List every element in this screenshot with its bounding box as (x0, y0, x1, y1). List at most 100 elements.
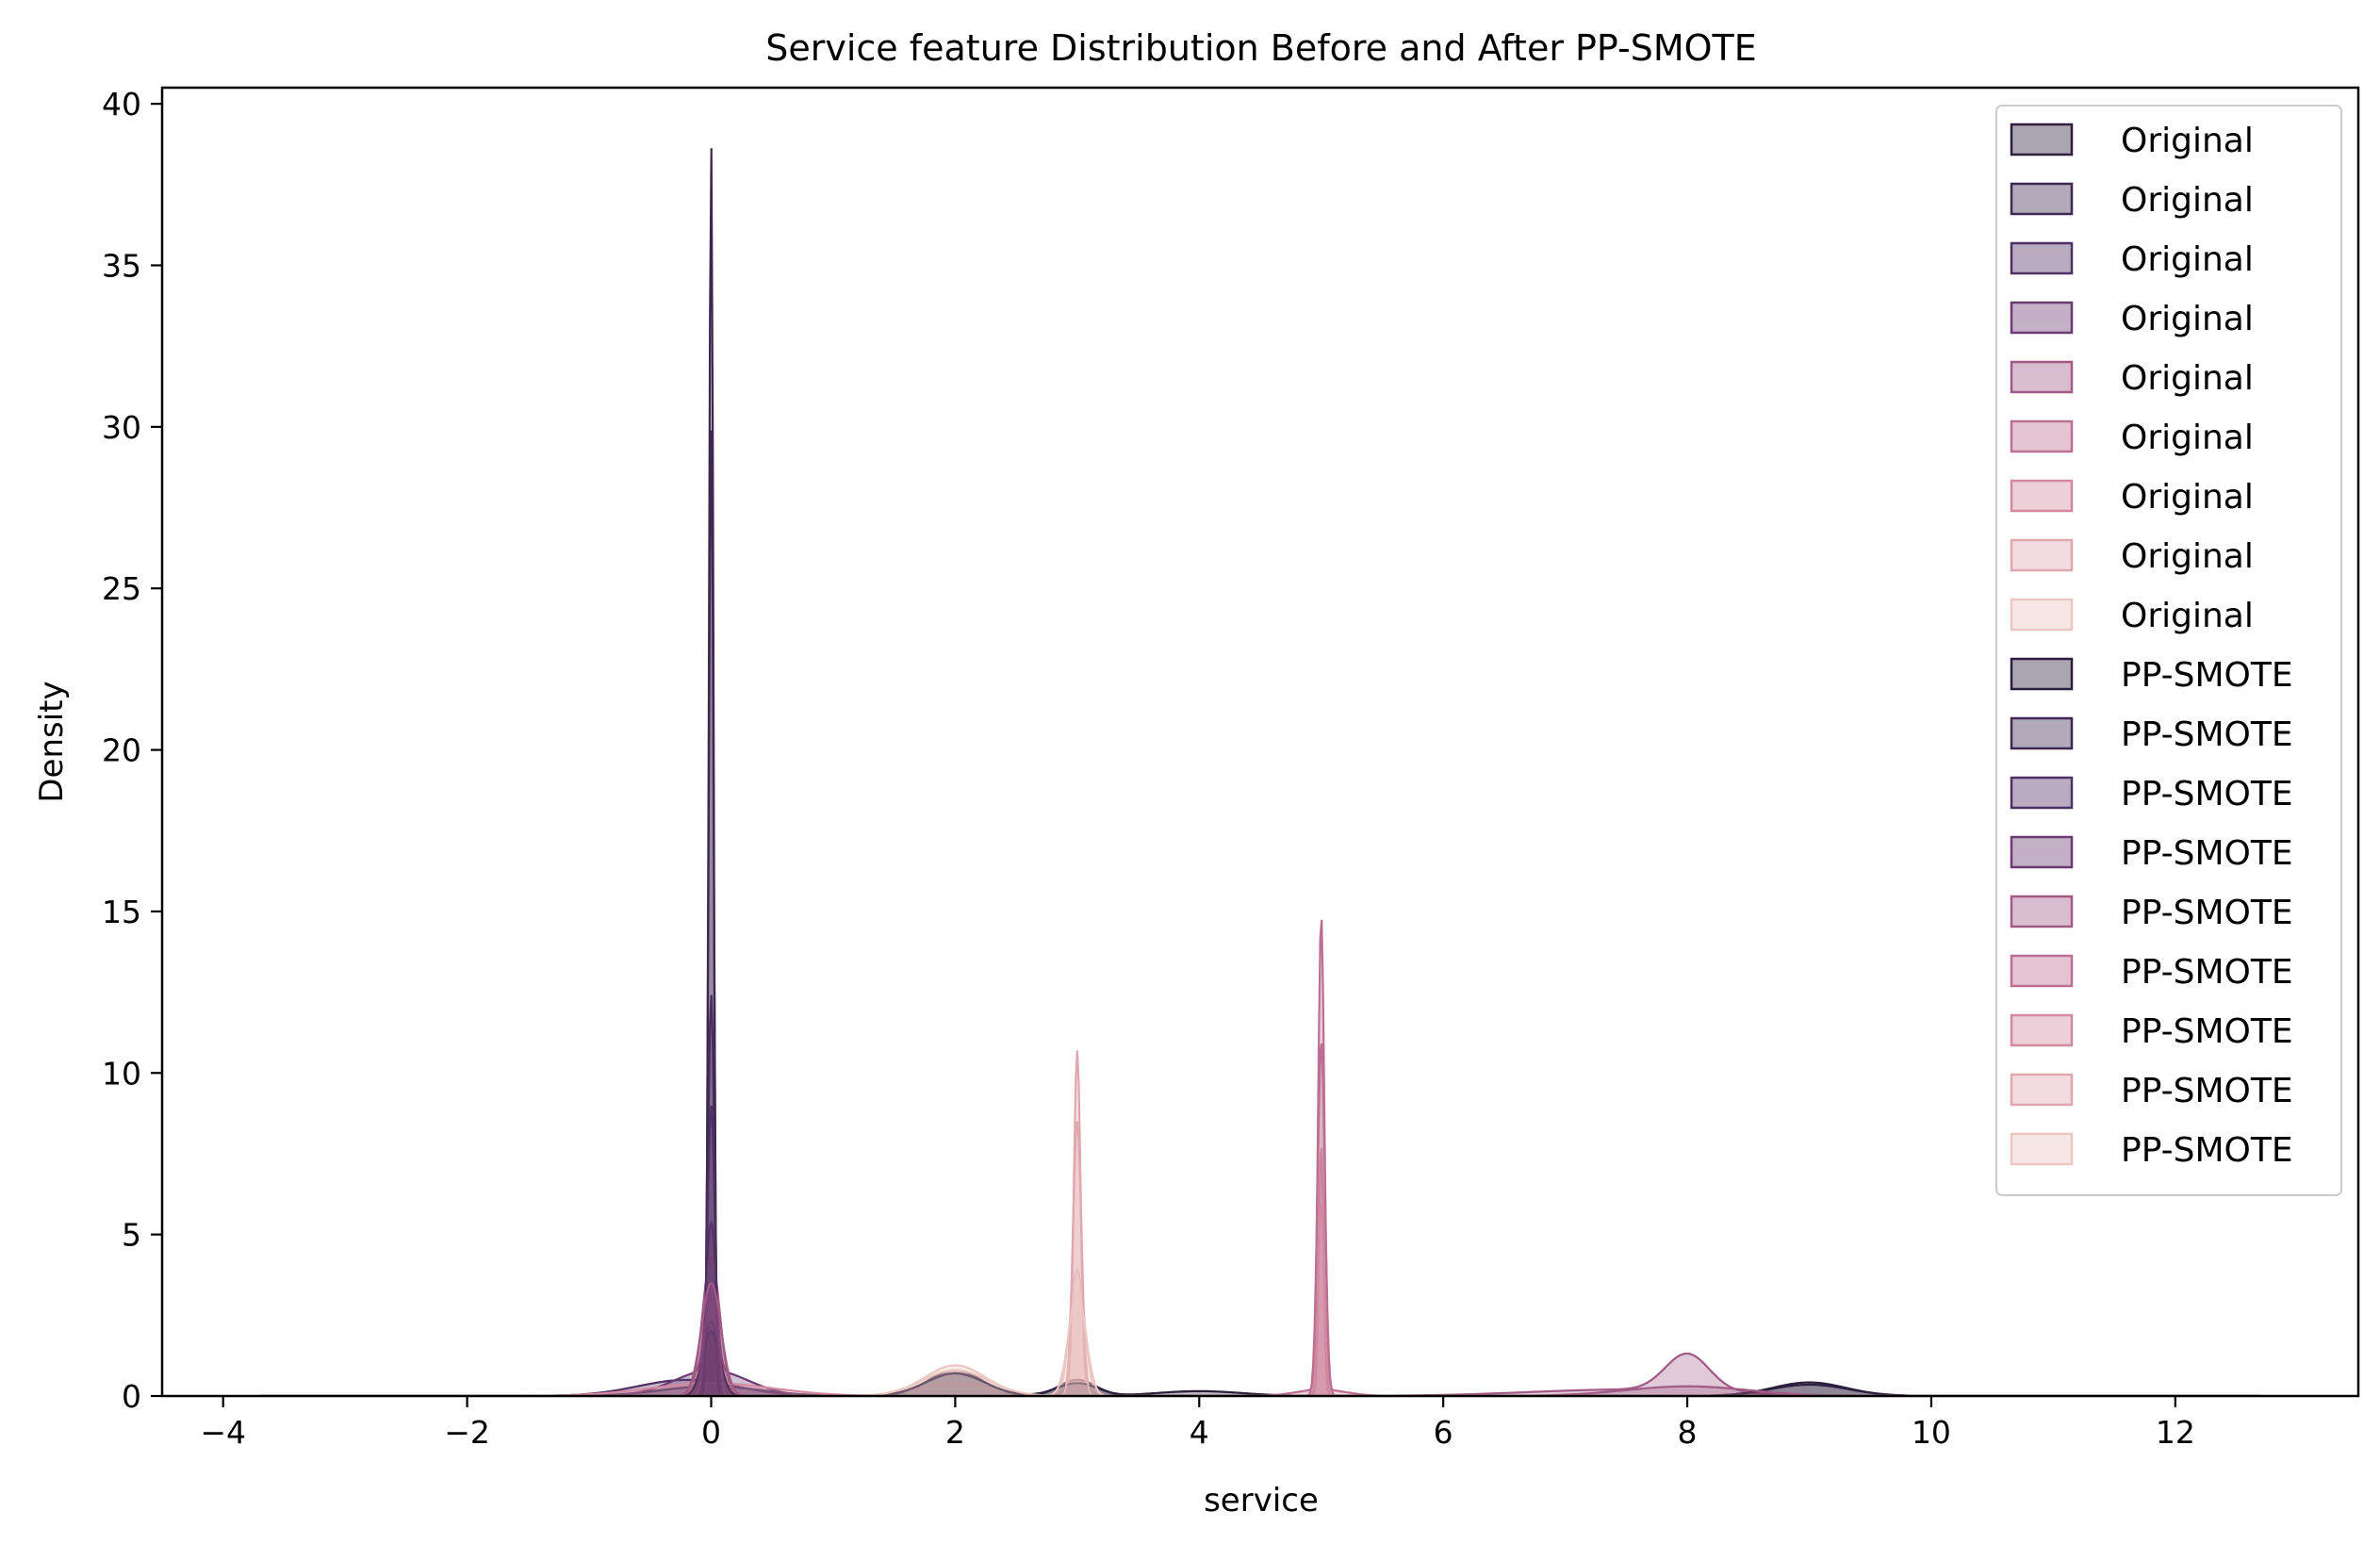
legend-label: PP-SMOTE (2121, 775, 2293, 813)
legend-swatch (2010, 1132, 2074, 1166)
density-series-16 (259, 1204, 2261, 1396)
legend-entry: Original (2010, 537, 2254, 576)
density-series-7 (259, 1148, 2261, 1396)
x-tick-label: 4 (1190, 1414, 1209, 1451)
legend-entry: Original (2010, 181, 2254, 220)
legend-frame (1995, 105, 2342, 1196)
y-tick-label: 15 (102, 894, 141, 930)
legend-swatch (2010, 182, 2074, 216)
density-series-1 (259, 1320, 2261, 1396)
density-series-6 (259, 919, 2261, 1396)
legend-entry: Original (2010, 300, 2254, 338)
legend-label: Original (2121, 597, 2254, 635)
legend-entry: PP-SMOTE (2010, 894, 2293, 932)
density-series-3 (259, 994, 2261, 1396)
y-tick-label: 5 (122, 1217, 141, 1254)
legend-label: PP-SMOTE (2121, 715, 2293, 754)
legend-swatch (2010, 123, 2074, 156)
legend-swatch (2010, 301, 2074, 335)
legend-swatch (2010, 598, 2074, 632)
density-series-5 (259, 1255, 2261, 1396)
legend-label: PP-SMOTE (2121, 656, 2293, 695)
y-tick-label: 30 (102, 409, 141, 446)
legend-entry: PP-SMOTE (2010, 775, 2293, 813)
legend-label: Original (2121, 181, 2254, 220)
legend-entry: Original (2010, 359, 2254, 398)
legend: Original Original Original Original Original… (1995, 105, 2342, 1196)
legend-entry: Original (2010, 122, 2254, 160)
legend-swatch (2010, 716, 2074, 750)
y-tick-label: 0 (122, 1378, 141, 1415)
density-series-4 (259, 1221, 2261, 1396)
density-series-8 (259, 1050, 2261, 1396)
legend-entry: PP-SMOTE (2010, 1131, 2293, 1170)
legend-swatch (2010, 657, 2074, 691)
y-tick-label: 20 (102, 732, 141, 769)
density-series-12 (259, 1105, 2261, 1396)
x-tick-label: −4 (200, 1414, 246, 1451)
legend-label: Original (2121, 537, 2254, 576)
x-tick-label: 0 (701, 1414, 721, 1451)
x-tick-label: −2 (444, 1414, 490, 1451)
legend-swatch (2010, 419, 2074, 453)
y-axis: 0 5 10 15 20 25 30 35 40 (102, 86, 162, 1415)
legend-entry: PP-SMOTE (2010, 656, 2293, 695)
legend-swatch (2010, 954, 2074, 988)
plot-frame (160, 86, 2360, 1398)
x-tick-label: 8 (1678, 1414, 1698, 1451)
legend-swatch (2010, 1013, 2074, 1047)
density-series-15 (259, 1043, 2261, 1396)
legend-label: Original (2121, 122, 2254, 160)
x-axis-label: service (1204, 1482, 1319, 1519)
legend-label: PP-SMOTE (2121, 1012, 2293, 1051)
legend-entry: PP-SMOTE (2010, 715, 2293, 754)
legend-entry: Original (2010, 597, 2254, 635)
chart-title: Service feature Distribution Before and … (765, 27, 1757, 69)
density-series-11 (259, 430, 2261, 1396)
y-tick-label: 10 (102, 1055, 141, 1092)
series-layer (259, 148, 2261, 1396)
legend-entry: Original (2010, 419, 2254, 457)
legend-label: PP-SMOTE (2121, 953, 2293, 992)
legend-swatch (2010, 538, 2074, 572)
legend-swatch (2010, 479, 2074, 513)
legend-swatch (2010, 835, 2074, 869)
y-tick-label: 25 (102, 570, 141, 607)
legend-label: PP-SMOTE (2121, 834, 2293, 873)
density-series-13 (259, 1280, 2261, 1396)
legend-entry: PP-SMOTE (2010, 1012, 2293, 1051)
x-tick-label: 2 (945, 1414, 965, 1451)
y-axis-label: Density (33, 681, 71, 802)
legend-entry: PP-SMOTE (2010, 1072, 2293, 1110)
legend-entry: PP-SMOTE (2010, 834, 2293, 873)
legend-label: PP-SMOTE (2121, 1072, 2293, 1110)
legend-swatch (2010, 776, 2074, 810)
density-series-18 (259, 1290, 2261, 1396)
legend-entry: Original (2010, 240, 2254, 279)
legend-swatch (2010, 1073, 2074, 1107)
legend-swatch (2010, 241, 2074, 275)
legend-label: Original (2121, 240, 2254, 279)
legend-swatch (2010, 360, 2074, 394)
legend-label: Original (2121, 419, 2254, 457)
legend-entry: PP-SMOTE (2010, 953, 2293, 992)
x-tick-label: 12 (2156, 1414, 2195, 1451)
density-series-17 (259, 1121, 2261, 1396)
x-axis: −4 −2 0 2 4 6 8 10 12 (200, 1396, 2195, 1451)
density-series-10 (259, 1330, 2261, 1396)
legend-swatch (2010, 895, 2074, 928)
legend-label: Original (2121, 478, 2254, 517)
legend-label: Original (2121, 359, 2254, 398)
x-tick-label: 6 (1434, 1414, 1453, 1451)
density-series-14 (259, 1281, 2261, 1396)
y-tick-label: 40 (102, 86, 141, 123)
x-tick-label: 10 (1912, 1414, 1951, 1451)
legend-label: Original (2121, 300, 2254, 338)
density-series-9 (259, 1268, 2261, 1396)
legend-entry: Original (2010, 478, 2254, 517)
density-series-2 (259, 148, 2261, 1396)
legend-label: PP-SMOTE (2121, 894, 2293, 932)
legend-label: PP-SMOTE (2121, 1131, 2293, 1170)
y-tick-label: 35 (102, 247, 141, 284)
